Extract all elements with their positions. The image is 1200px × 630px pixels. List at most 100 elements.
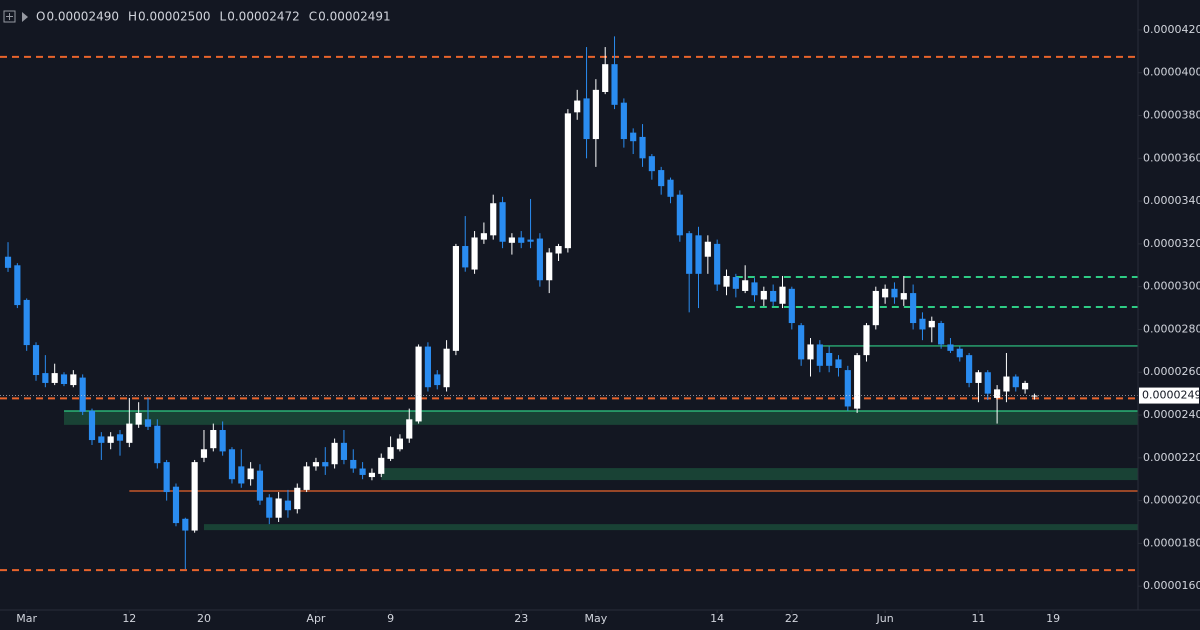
candle-body [704, 241, 711, 257]
x-tick-label: May [584, 612, 607, 625]
candle-body [1012, 376, 1019, 388]
candle-body [42, 373, 49, 383]
candle-body [807, 344, 814, 360]
candle-body [695, 235, 702, 274]
legend-key: C [309, 10, 317, 24]
candle-body [462, 246, 469, 268]
candle-body [620, 102, 627, 140]
candle-body [863, 325, 870, 356]
legend-value: 0.00002500 [138, 10, 211, 24]
candle-body [135, 412, 142, 425]
candle-body [882, 288, 889, 298]
candle-body [564, 113, 571, 249]
candle-body [359, 468, 366, 475]
candle-body [284, 500, 292, 511]
candle-body [919, 318, 926, 330]
candle-body [294, 487, 301, 510]
candle-body [536, 238, 543, 281]
candle-body [312, 462, 320, 467]
last-price-label: 0.00002491 [1142, 389, 1200, 402]
icon-box[interactable] [3, 10, 16, 23]
candle-body [340, 442, 348, 460]
candle-body [424, 346, 431, 388]
candle-body [938, 323, 945, 345]
candle-body [872, 290, 879, 326]
legend-value: 0.00002472 [227, 10, 300, 24]
candle-body [266, 497, 273, 518]
x-tick-label: 14 [710, 612, 724, 625]
candle-body [303, 466, 310, 490]
candle-body [126, 423, 133, 443]
candle-body [602, 64, 609, 92]
candle-body [14, 265, 21, 306]
candle-body [396, 438, 404, 450]
candle-body [415, 346, 422, 422]
candle-body [499, 202, 506, 242]
candle-body [490, 203, 497, 236]
legend-key: H [128, 10, 137, 24]
candle-body [172, 486, 180, 524]
candle-body [116, 434, 124, 441]
x-tick-label: Jun [876, 612, 894, 625]
candle-body [154, 425, 161, 464]
candle-body [994, 389, 1001, 398]
candle-body [163, 462, 170, 493]
candle-body [732, 277, 739, 289]
candle-body [667, 179, 674, 197]
candle-body [452, 246, 459, 351]
candle-body [891, 288, 898, 298]
x-tick-label: Mar [16, 612, 37, 625]
candle-body [658, 170, 665, 187]
plot-layer [0, 36, 1139, 572]
candle-body [23, 299, 30, 346]
candle-body [583, 98, 590, 140]
candle-body [760, 290, 767, 300]
candle-body [555, 246, 562, 254]
candle-body [1022, 382, 1029, 390]
candle-body [387, 447, 394, 459]
candle-body [975, 372, 982, 383]
y-tick-label: 0.00001600 [1143, 579, 1200, 592]
candle-body [947, 344, 954, 351]
candle-body [275, 498, 282, 518]
icon-flag [22, 12, 28, 22]
legend-key: L [220, 10, 227, 24]
candle-body [574, 100, 581, 113]
candle-body [471, 237, 478, 270]
candle-body [592, 89, 599, 140]
candle-body [350, 459, 357, 469]
candle-body [200, 449, 208, 458]
candle-body [611, 64, 618, 105]
candle-body [182, 518, 189, 531]
candle-body [406, 419, 413, 439]
candle-body [630, 132, 637, 142]
candle-body [826, 352, 833, 366]
symbol-icon[interactable] [3, 10, 28, 23]
candle-body [770, 290, 777, 302]
ohlc-legend: O 0.00002490 H 0.00002500 L 0.00002472 C 0.0000… [36, 10, 391, 24]
candle-body [844, 370, 851, 407]
candle-body [256, 470, 264, 501]
support-zone [203, 524, 1138, 531]
candle-body [98, 436, 105, 443]
candle-body [779, 286, 786, 304]
candle-body [228, 449, 236, 480]
candle-body [219, 430, 226, 452]
candle-body [816, 344, 823, 366]
candle-body [1003, 376, 1010, 392]
candle-body [322, 462, 329, 467]
candle-body [928, 320, 935, 328]
candle-body [723, 275, 730, 287]
candle-body [676, 194, 683, 236]
candle-body [51, 373, 58, 383]
candle-body [107, 436, 114, 443]
x-tick-label: 23 [514, 612, 528, 625]
legend-value: 0.00002491 [318, 10, 391, 24]
